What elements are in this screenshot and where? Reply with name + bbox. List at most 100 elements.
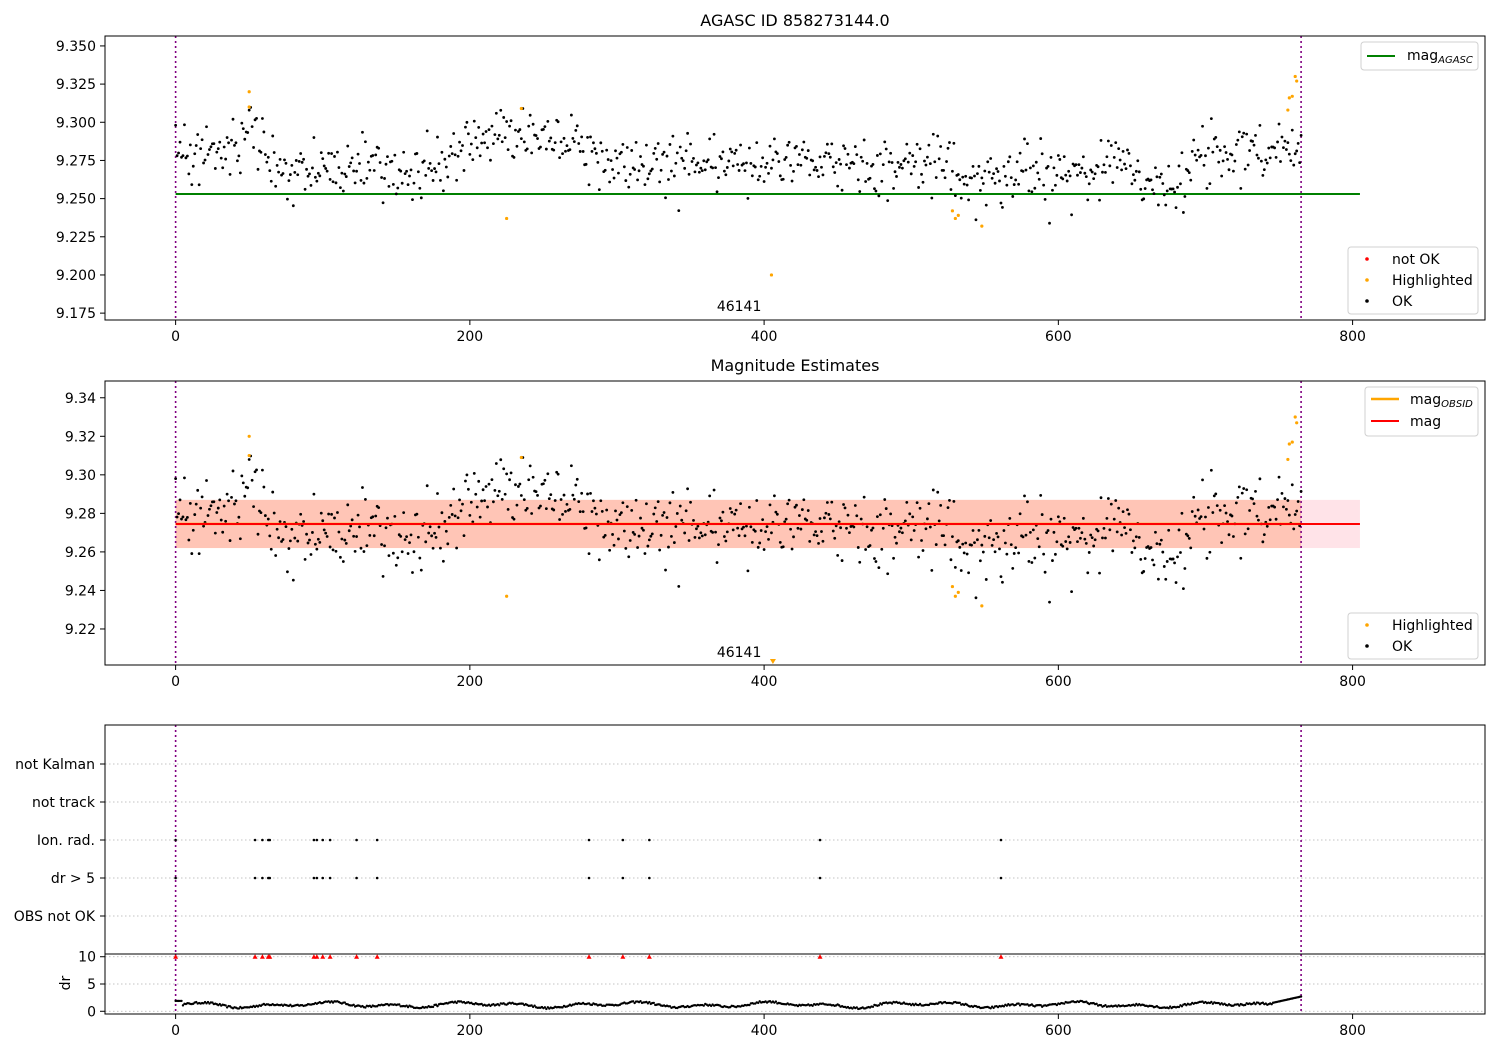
ok-point	[1158, 542, 1162, 546]
ok-point	[989, 519, 993, 522]
ok-point	[1167, 164, 1171, 168]
ok-point	[1112, 155, 1116, 159]
ok-point	[593, 506, 597, 510]
ok-point	[234, 141, 238, 145]
ok-point	[181, 515, 185, 519]
ok-point	[697, 170, 701, 174]
ok-point	[627, 185, 631, 189]
y-tick-label: 9.26	[65, 545, 96, 561]
dr-clipped-marker	[259, 954, 265, 959]
ok-point	[606, 158, 610, 161]
ok-point	[233, 143, 236, 147]
ok-point	[306, 174, 310, 178]
ok-point	[286, 197, 289, 201]
ok-point	[880, 179, 884, 183]
ok-point	[1045, 531, 1048, 535]
ok-point	[1123, 162, 1126, 166]
ok-point	[584, 162, 588, 166]
ok-point	[734, 148, 738, 152]
ok-point	[1071, 526, 1075, 529]
ok-point	[561, 152, 564, 156]
ok-point	[920, 172, 923, 176]
ok-point	[903, 157, 907, 161]
ok-point	[992, 538, 996, 542]
dr-point	[648, 1000, 651, 1004]
ok-point	[670, 169, 673, 173]
dr-point	[989, 1007, 992, 1010]
ok-point	[393, 153, 397, 157]
ok-point	[759, 529, 763, 532]
dr-point	[218, 1002, 221, 1006]
ok-point	[246, 131, 250, 134]
mid-legend-lower: Highlighted OK	[1347, 612, 1479, 660]
ok-point	[288, 173, 292, 176]
ok-point	[505, 120, 509, 123]
ok-point	[1087, 551, 1091, 554]
ok-point	[708, 137, 712, 141]
ok-point	[191, 164, 195, 168]
ok-point	[542, 127, 545, 131]
flag-point	[261, 838, 264, 842]
mid-axes-frame	[104, 380, 1486, 666]
ok-point	[1067, 535, 1071, 539]
ok-point	[213, 531, 217, 535]
ok-point	[749, 162, 753, 165]
ok-point	[1192, 138, 1196, 142]
ok-point	[544, 507, 548, 511]
flag-point	[587, 876, 591, 880]
dr-point	[1177, 1005, 1181, 1009]
top-axes-frame	[104, 35, 1486, 321]
ok-point	[241, 481, 245, 485]
ok-point	[590, 510, 594, 513]
ok-point	[216, 147, 220, 151]
ok-point	[845, 526, 848, 530]
ok-point	[365, 177, 369, 180]
ok-point	[1005, 552, 1009, 556]
ok-point	[337, 166, 341, 169]
ok-point	[341, 189, 345, 193]
ok-point	[814, 530, 817, 533]
ok-point	[821, 539, 825, 543]
ok-point	[1130, 182, 1134, 186]
dr-clipped-marker	[817, 954, 823, 959]
ok-point	[737, 534, 741, 538]
highlighted-point	[519, 455, 523, 460]
ok-point	[471, 520, 475, 524]
ok-point	[464, 479, 467, 483]
ok-point	[684, 509, 688, 513]
ok-point	[1124, 167, 1128, 171]
ok-point	[300, 160, 304, 164]
ok-point	[530, 151, 534, 155]
ok-point	[650, 167, 654, 171]
ok-point	[218, 140, 222, 144]
ok-point	[1108, 164, 1112, 168]
ok-point	[976, 172, 979, 176]
ok-point	[951, 169, 954, 173]
ok-point	[973, 174, 976, 178]
ok-point	[1233, 159, 1237, 163]
ok-point	[1173, 561, 1176, 565]
ok-point	[739, 143, 742, 147]
ok-point	[928, 525, 932, 529]
ok-point	[1292, 527, 1296, 531]
ok-point	[284, 161, 288, 165]
ok-point	[858, 190, 862, 193]
ok-point	[403, 172, 407, 176]
ok-point	[422, 159, 426, 163]
ok-point	[750, 540, 754, 544]
ok-point	[902, 159, 906, 163]
ok-point	[974, 218, 978, 222]
dr-point	[880, 1003, 883, 1006]
ok-point	[868, 544, 872, 547]
ok-point	[364, 140, 367, 144]
ok-point	[823, 154, 826, 158]
ok-point	[291, 578, 295, 582]
ok-point	[639, 155, 642, 158]
ok-point	[349, 524, 353, 528]
ok-point	[212, 142, 216, 146]
ok-point	[1081, 516, 1085, 520]
dr-clipped-marker	[620, 954, 626, 959]
ok-point	[524, 508, 528, 512]
top-panel: AGASC ID 858273144.0 0 200 400 600 800 9.175…	[56, 11, 1486, 345]
ok-point	[781, 177, 785, 181]
